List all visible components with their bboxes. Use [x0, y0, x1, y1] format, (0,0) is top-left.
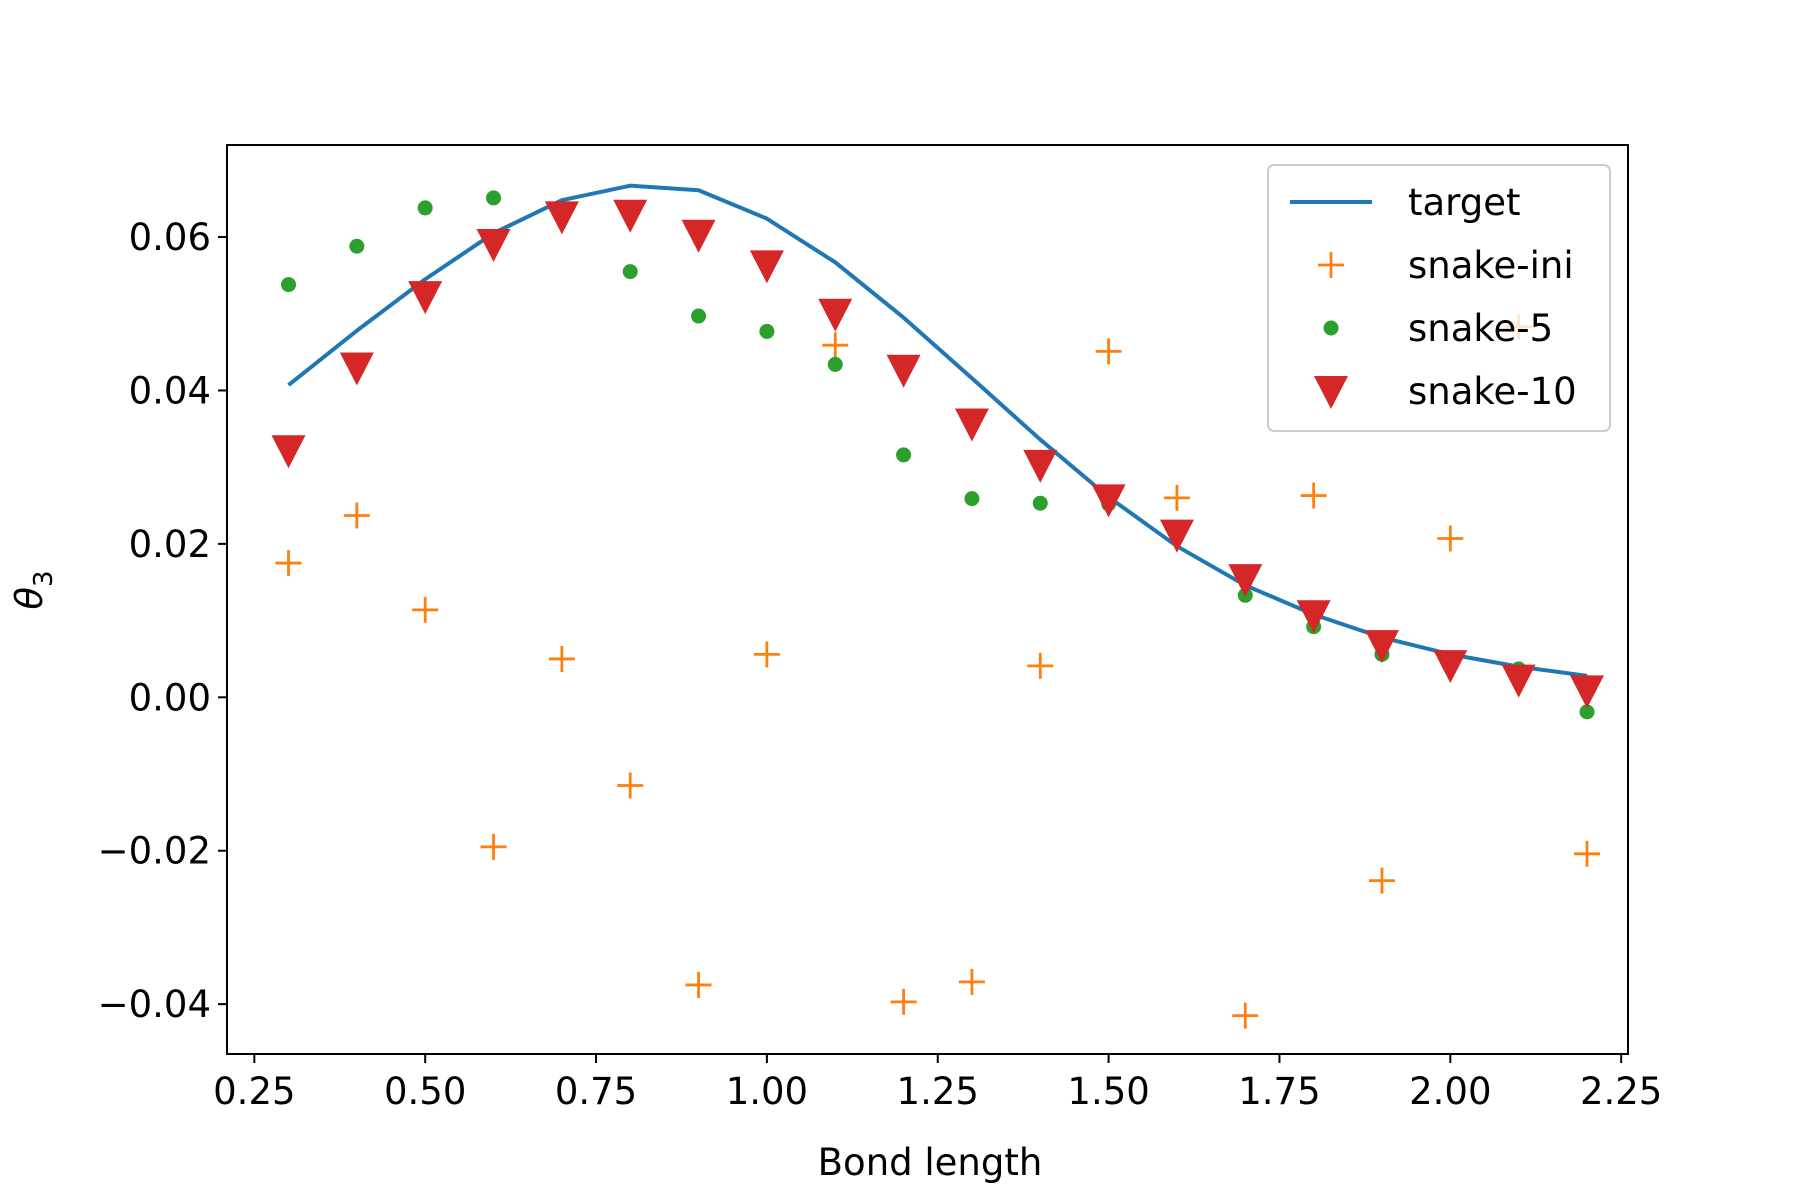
data-point-snake-10 — [339, 352, 374, 386]
data-point-snake-ini — [343, 502, 370, 529]
data-point-snake-10 — [1569, 675, 1604, 709]
data-point-snake-10 — [886, 354, 921, 388]
x-tick-label: 2.00 — [1409, 1070, 1491, 1113]
data-point-snake-10 — [1023, 449, 1058, 483]
data-point-snake-5 — [759, 323, 775, 339]
legend-box — [1267, 164, 1611, 432]
data-point-snake-10 — [1296, 600, 1331, 634]
y-axis-label-subscript: 3 — [29, 570, 59, 587]
data-point-snake-10 — [1433, 650, 1468, 684]
x-tick-label: 2.25 — [1580, 1070, 1662, 1113]
plot-area — [271, 183, 1604, 1029]
data-point-snake-5 — [691, 308, 707, 324]
series-snake-10 — [271, 199, 1604, 709]
x-tick-label: 0.50 — [384, 1070, 466, 1113]
data-point-snake-ini — [1163, 484, 1190, 511]
data-point-snake-ini — [275, 550, 302, 577]
data-point-snake-ini — [548, 645, 575, 672]
series-snake-ini — [275, 313, 1600, 1029]
data-point-snake-10 — [271, 435, 306, 469]
data-point-snake-ini — [958, 968, 985, 995]
data-point-snake-10 — [1228, 564, 1263, 598]
data-point-snake-ini — [685, 971, 712, 998]
x-tick-label: 1.75 — [1238, 1070, 1320, 1113]
axes — [226, 144, 1629, 1055]
data-point-snake-5 — [622, 264, 638, 280]
data-point-snake-5 — [1579, 704, 1595, 720]
data-point-snake-ini — [1095, 338, 1122, 365]
data-point-snake-ini — [1232, 1002, 1259, 1029]
data-point-snake-10 — [1364, 630, 1399, 664]
x-axis-label: Bond length — [818, 1141, 1043, 1184]
data-point-snake-5 — [1032, 495, 1048, 511]
legend-entry-snake-10: snake-10 — [1314, 370, 1577, 413]
legend-label: snake-5 — [1408, 307, 1553, 350]
data-point-snake-10 — [1501, 664, 1536, 698]
axes-frame — [226, 144, 1629, 1055]
data-point-snake-10 — [954, 408, 989, 442]
y-tick-label: −0.04 — [98, 983, 211, 1026]
data-point-snake-5 — [281, 277, 297, 293]
data-point-snake-10 — [1159, 519, 1194, 553]
x-tick-label: 1.00 — [726, 1070, 808, 1113]
x-axis-ticks: 0.25 0.50 0.75 1.00 1.25 1.50 1.75 2.00 2.25 — [213, 1054, 1662, 1113]
data-point-snake-5 — [964, 491, 980, 507]
legend-swatch — [1318, 252, 1344, 278]
x-tick-label: 1.50 — [1067, 1070, 1149, 1113]
data-point-snake-10 — [544, 201, 579, 235]
y-tick-label: −0.02 — [98, 830, 211, 873]
legend: target snake-ini snake-5 snake-10 — [1267, 164, 1611, 432]
data-point-snake-ini — [480, 833, 507, 860]
data-point-snake-ini — [753, 641, 780, 668]
data-point-snake-10 — [1091, 484, 1126, 518]
legend-label: snake-10 — [1408, 370, 1577, 413]
data-point-snake-10 — [613, 199, 648, 233]
legend-swatch — [1314, 376, 1348, 409]
data-point-snake-ini — [617, 772, 644, 799]
data-point-snake-ini — [822, 332, 849, 359]
data-point-snake-10 — [818, 298, 853, 332]
y-tick-label: 0.04 — [129, 369, 211, 412]
legend-label: snake-ini — [1408, 244, 1574, 287]
x-tick-label: 0.75 — [555, 1070, 637, 1113]
legend-entries: target snake-ini snake-5 snake-10 — [1290, 181, 1577, 413]
x-tick-label: 1.25 — [897, 1070, 979, 1113]
y-tick-label: 0.00 — [129, 676, 211, 719]
data-point-snake-ini — [1368, 867, 1395, 894]
legend-entry-snake-ini: snake-ini — [1318, 244, 1574, 287]
data-point-snake-ini — [1300, 482, 1327, 509]
data-point-snake-5 — [896, 447, 912, 463]
data-point-snake-ini — [1574, 840, 1600, 867]
legend-entry-target: target — [1290, 181, 1521, 224]
data-point-snake-5 — [486, 190, 502, 206]
data-point-snake-5 — [417, 200, 433, 216]
data-point-snake-ini — [890, 988, 917, 1015]
y-axis-label: θ3 — [8, 570, 59, 609]
y-axis-label-symbol: θ — [8, 587, 51, 610]
data-point-snake-10 — [408, 281, 443, 315]
y-tick-label: 0.06 — [129, 216, 211, 259]
y-axis-ticks: −0.04 −0.02 0.00 0.02 0.04 0.06 — [98, 216, 227, 1026]
legend-swatch — [1323, 320, 1339, 336]
data-point-snake-ini — [412, 596, 439, 623]
data-point-snake-ini — [1027, 652, 1054, 679]
y-tick-label: 0.02 — [129, 523, 211, 566]
data-point-snake-10 — [476, 228, 511, 262]
data-point-snake-5 — [349, 238, 365, 254]
data-point-snake-10 — [749, 250, 784, 284]
legend-entry-snake-5: snake-5 — [1323, 307, 1553, 350]
legend-label: target — [1408, 181, 1521, 224]
data-point-snake-ini — [1437, 525, 1464, 552]
data-point-snake-10 — [681, 219, 716, 253]
x-tick-label: 0.25 — [213, 1070, 295, 1113]
data-point-snake-5 — [827, 356, 843, 372]
